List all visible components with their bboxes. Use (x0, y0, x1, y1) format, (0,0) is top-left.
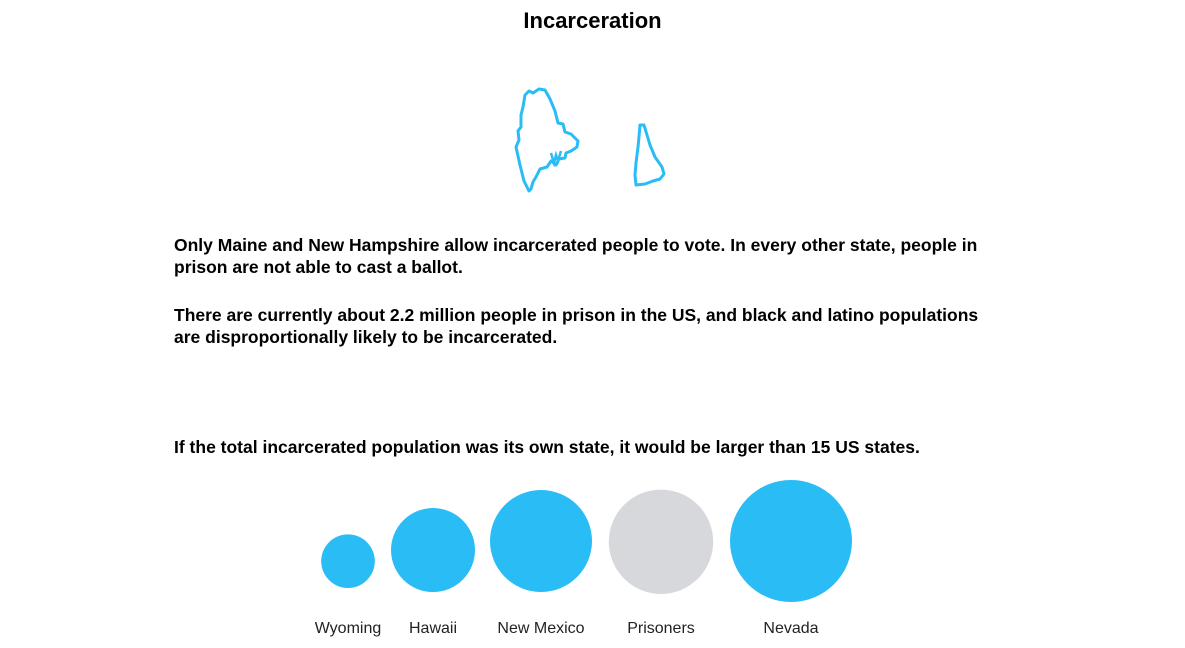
maine-outline-icon (514, 87, 580, 193)
bubble-chart: Wyoming Hawaii New Mexico Prisoners Nevada (315, 480, 852, 637)
bubble-prisoners (608, 489, 714, 594)
bubble-new-mexico (490, 489, 592, 592)
bubble-label-hawaii: Hawaii (409, 620, 457, 637)
page-title: Incarceration (523, 8, 662, 33)
bubble-label-prisoners: Prisoners (627, 620, 695, 637)
paragraph-state-comparison: If the total incarcerated population was… (174, 437, 920, 457)
paragraph-voting-rights: Only Maine and New Hampshire allow incar… (174, 235, 978, 277)
bubble-label-nevada: Nevada (763, 620, 818, 637)
bubble-label-new-mexico: New Mexico (497, 620, 584, 637)
bubble-label-wyoming: Wyoming (315, 620, 382, 637)
state-maps (514, 87, 666, 193)
new-hampshire-outline-icon (633, 123, 666, 187)
bubble-nevada (730, 480, 852, 602)
paragraph-prison-population: There are currently about 2.2 million pe… (174, 305, 979, 347)
bubble-hawaii (391, 508, 475, 593)
bubble-wyoming (321, 534, 375, 588)
maine-inlet-icon (549, 150, 563, 168)
